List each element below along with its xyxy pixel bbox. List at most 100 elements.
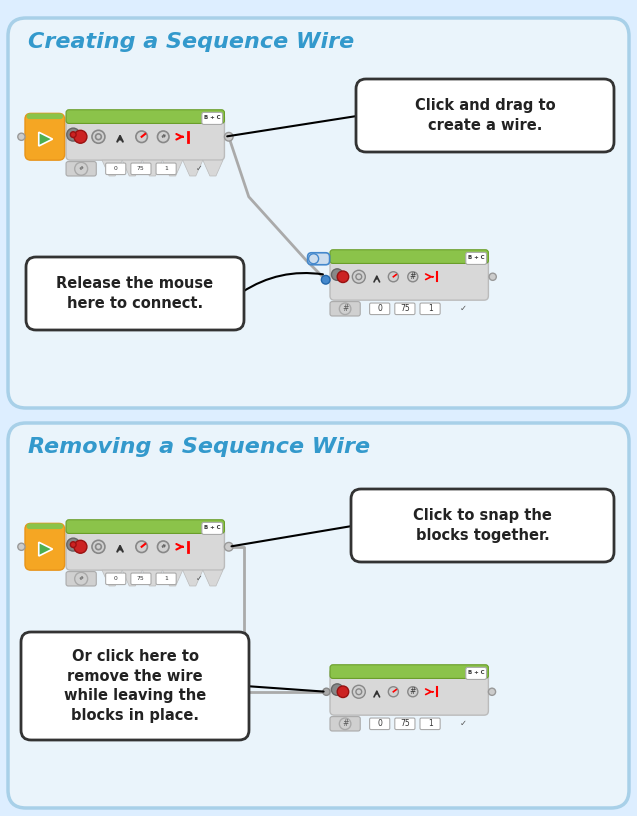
FancyBboxPatch shape: [66, 162, 96, 176]
Circle shape: [157, 541, 169, 552]
Text: #: #: [78, 166, 83, 171]
FancyBboxPatch shape: [330, 253, 489, 300]
FancyBboxPatch shape: [25, 113, 64, 160]
FancyBboxPatch shape: [66, 520, 224, 534]
Text: #: #: [78, 576, 83, 581]
FancyBboxPatch shape: [106, 573, 125, 584]
FancyBboxPatch shape: [356, 79, 614, 152]
Text: #: #: [342, 304, 348, 313]
FancyBboxPatch shape: [66, 523, 224, 570]
FancyBboxPatch shape: [466, 667, 487, 680]
FancyBboxPatch shape: [106, 163, 125, 175]
FancyBboxPatch shape: [66, 110, 224, 123]
FancyBboxPatch shape: [308, 253, 329, 264]
FancyBboxPatch shape: [21, 632, 249, 740]
FancyBboxPatch shape: [8, 423, 629, 808]
Circle shape: [321, 276, 330, 284]
Text: B + C: B + C: [204, 526, 220, 530]
Circle shape: [157, 131, 169, 143]
FancyBboxPatch shape: [27, 523, 63, 529]
Polygon shape: [122, 570, 142, 586]
FancyBboxPatch shape: [330, 302, 361, 316]
Text: Release the mouse
here to connect.: Release the mouse here to connect.: [57, 276, 213, 311]
Polygon shape: [162, 570, 183, 586]
FancyBboxPatch shape: [156, 163, 176, 175]
Circle shape: [70, 131, 76, 137]
Circle shape: [408, 687, 418, 697]
FancyBboxPatch shape: [420, 303, 440, 314]
Circle shape: [92, 540, 105, 553]
Text: Creating a Sequence Wire: Creating a Sequence Wire: [28, 32, 354, 52]
Circle shape: [67, 128, 80, 141]
Circle shape: [408, 272, 418, 282]
Text: #: #: [161, 135, 166, 140]
FancyBboxPatch shape: [420, 718, 440, 730]
Text: 1: 1: [427, 719, 433, 729]
FancyBboxPatch shape: [395, 718, 415, 730]
Text: B + C: B + C: [204, 115, 220, 120]
FancyBboxPatch shape: [27, 113, 63, 119]
Polygon shape: [39, 132, 53, 146]
Circle shape: [389, 272, 398, 282]
Text: 0: 0: [377, 719, 382, 729]
FancyBboxPatch shape: [351, 489, 614, 562]
Circle shape: [323, 688, 330, 695]
FancyBboxPatch shape: [66, 113, 224, 160]
Text: B + C: B + C: [468, 255, 485, 260]
Circle shape: [489, 273, 496, 281]
Circle shape: [352, 685, 365, 698]
Text: 0: 0: [114, 576, 118, 581]
Text: 75: 75: [400, 304, 410, 313]
FancyBboxPatch shape: [369, 718, 390, 730]
Polygon shape: [203, 570, 223, 586]
FancyBboxPatch shape: [369, 303, 390, 314]
Text: Removing a Sequence Wire: Removing a Sequence Wire: [28, 437, 370, 457]
Polygon shape: [183, 570, 203, 586]
Circle shape: [92, 131, 105, 144]
FancyBboxPatch shape: [330, 716, 361, 731]
FancyBboxPatch shape: [202, 522, 222, 534]
Text: #: #: [410, 687, 416, 696]
Text: Or click here to
remove the wire
while leaving the
blocks in place.: Or click here to remove the wire while l…: [64, 649, 206, 723]
Circle shape: [224, 543, 233, 551]
Circle shape: [136, 131, 147, 143]
Circle shape: [489, 688, 496, 695]
FancyBboxPatch shape: [8, 18, 629, 408]
Circle shape: [74, 540, 87, 553]
Text: #: #: [342, 719, 348, 729]
Text: 75: 75: [400, 719, 410, 729]
Text: 0: 0: [114, 166, 118, 171]
Circle shape: [352, 270, 365, 283]
Text: ✓: ✓: [460, 719, 467, 729]
FancyBboxPatch shape: [25, 523, 64, 570]
Circle shape: [331, 268, 343, 281]
Text: 1: 1: [427, 304, 433, 313]
Polygon shape: [102, 570, 122, 586]
FancyBboxPatch shape: [202, 113, 222, 125]
Circle shape: [75, 162, 88, 175]
Circle shape: [67, 538, 80, 551]
Text: 1: 1: [164, 576, 168, 581]
Text: B + C: B + C: [468, 670, 485, 675]
Circle shape: [224, 132, 233, 141]
Circle shape: [308, 254, 318, 264]
Text: #: #: [161, 544, 166, 549]
Circle shape: [389, 687, 398, 697]
Polygon shape: [142, 160, 162, 176]
Polygon shape: [102, 160, 122, 176]
Text: #: #: [410, 273, 416, 282]
Circle shape: [18, 543, 25, 550]
Polygon shape: [183, 160, 203, 176]
FancyBboxPatch shape: [330, 250, 489, 264]
FancyBboxPatch shape: [66, 571, 96, 586]
Text: Click and drag to
create a wire.: Click and drag to create a wire.: [415, 98, 555, 133]
FancyBboxPatch shape: [156, 573, 176, 584]
Text: ✓: ✓: [460, 304, 467, 313]
FancyBboxPatch shape: [26, 257, 244, 330]
Polygon shape: [162, 160, 183, 176]
Polygon shape: [39, 542, 53, 556]
Text: 1: 1: [164, 166, 168, 171]
Text: ✓: ✓: [196, 164, 203, 173]
Polygon shape: [203, 160, 223, 176]
Circle shape: [331, 684, 343, 695]
